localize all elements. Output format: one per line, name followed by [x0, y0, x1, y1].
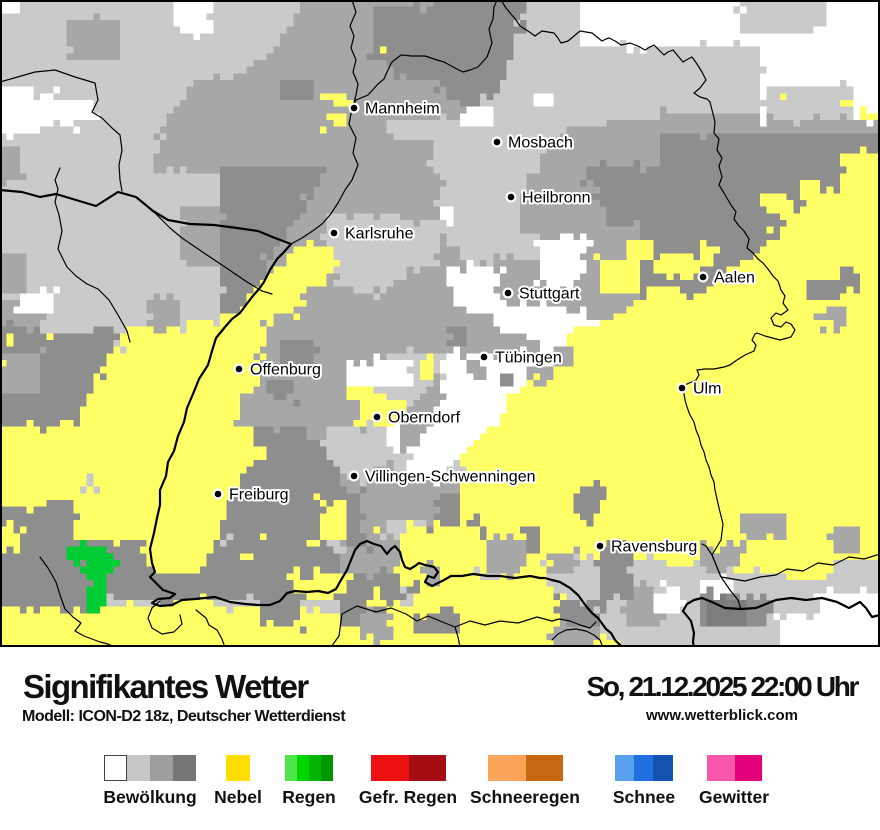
svg-text:Offenburg: Offenburg	[250, 362, 321, 379]
svg-text:Freiburg: Freiburg	[229, 487, 289, 504]
svg-text:Oberndorf: Oberndorf	[388, 410, 461, 427]
svg-text:Ulm: Ulm	[693, 381, 721, 398]
svg-text:Mannheim: Mannheim	[365, 101, 440, 118]
svg-text:Ravensburg: Ravensburg	[611, 539, 697, 556]
svg-text:Stuttgart: Stuttgart	[519, 286, 580, 303]
svg-text:Villingen-Schwenningen: Villingen-Schwenningen	[365, 469, 536, 486]
svg-text:Karlsruhe: Karlsruhe	[345, 226, 414, 243]
svg-text:Tübingen: Tübingen	[495, 350, 562, 367]
svg-text:Aalen: Aalen	[714, 270, 755, 287]
svg-text:Heilbronn: Heilbronn	[522, 190, 590, 207]
svg-text:Mosbach: Mosbach	[508, 135, 573, 152]
